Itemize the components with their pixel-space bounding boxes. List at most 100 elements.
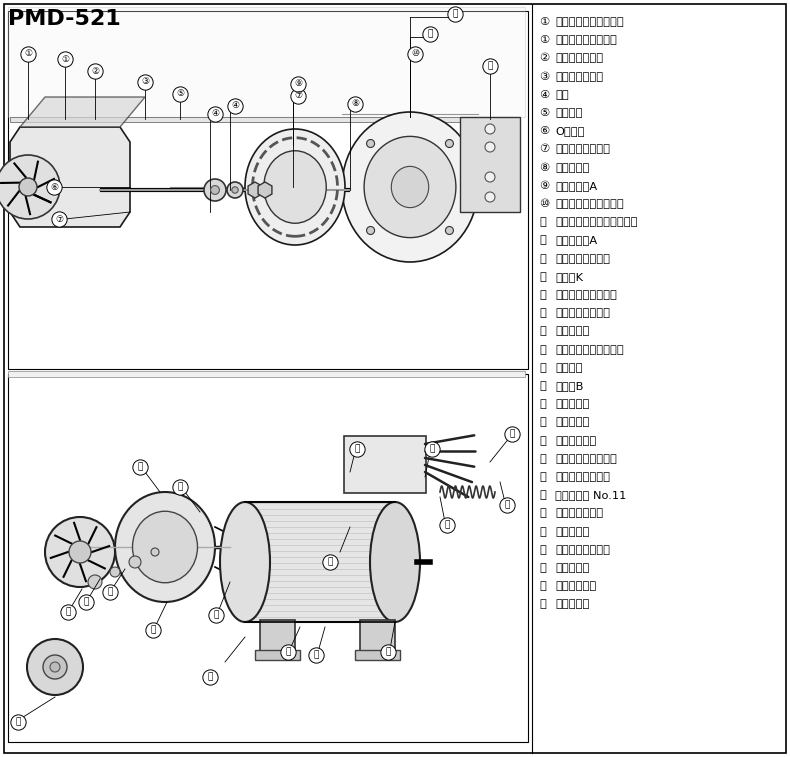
Text: ⑩: ⑩ [539,199,549,209]
Text: ②: ② [539,54,549,64]
Circle shape [129,556,141,568]
Circle shape [446,226,453,235]
Text: ⑧: ⑧ [351,99,359,108]
Text: ⑰: ⑰ [539,326,546,336]
Text: コンデンサー: コンデンサー [555,435,596,446]
Text: ケース組品: ケース組品 [555,399,589,410]
Text: プレロードスプリング: プレロードスプリング [555,344,624,354]
Circle shape [19,178,37,196]
Text: コンデンサーカバー: コンデンサーカバー [555,453,617,464]
Text: ③: ③ [141,77,149,86]
Circle shape [485,172,495,182]
Text: ⑸: ⑸ [539,472,546,482]
Circle shape [227,182,243,198]
Text: ②: ② [91,67,99,76]
Text: マグネットハウジング: マグネットハウジング [555,199,624,209]
Text: ⑬: ⑬ [150,625,156,634]
Text: マグネットA: マグネットA [555,181,597,191]
Text: ⑯: ⑯ [66,608,70,616]
Circle shape [485,142,495,152]
Text: ③: ③ [539,72,549,82]
Text: ⑩: ⑩ [411,49,419,58]
Text: スラストワッシャー: スラストワッシャー [555,290,617,300]
Text: ⑬: ⑬ [539,254,546,263]
Circle shape [69,541,91,563]
Text: ④: ④ [231,101,239,111]
Text: ㉒: ㉒ [213,610,219,619]
Text: ブラケットA: ブラケットA [555,235,597,245]
Text: ⑦: ⑦ [294,92,302,101]
Text: ナイロンリベット: ナイロンリベット [555,472,610,482]
Circle shape [231,187,239,193]
Text: ⑥: ⑥ [539,126,549,136]
Circle shape [485,192,495,202]
Text: ⑲: ⑲ [386,647,391,656]
Polygon shape [10,127,130,227]
Text: ステータ: ステータ [555,363,582,372]
Circle shape [45,517,115,587]
Text: ⑥: ⑥ [50,182,58,192]
Text: ㉔: ㉔ [429,444,435,453]
Circle shape [367,226,374,235]
Text: ⑦: ⑦ [55,214,63,223]
Polygon shape [20,97,145,127]
Text: ⑻: ⑻ [539,527,546,537]
Text: マグネットハウジング組品: マグネットハウジング組品 [555,217,638,227]
Text: PMD-521: PMD-521 [8,9,121,29]
Text: ⑴: ⑴ [539,399,546,410]
FancyBboxPatch shape [255,650,300,660]
Text: 軸受: 軸受 [555,90,569,100]
Text: ⑽: ⑽ [539,563,546,573]
Circle shape [204,179,226,201]
Text: ブッシング: ブッシング [555,417,589,428]
Ellipse shape [115,492,215,602]
Text: ①: ① [61,55,69,64]
Text: ⑱: ⑱ [177,482,182,491]
Text: ①: ① [24,49,32,58]
Text: ⑮: ⑮ [539,290,546,300]
Text: ⑿: ⑿ [539,600,546,609]
Text: ⑼: ⑼ [539,545,546,555]
Text: ⑨: ⑨ [539,181,549,191]
Text: ボールベアリング: ボールベアリング [555,308,610,318]
Text: ㉓: ㉓ [354,444,359,453]
Text: ⑮: ⑮ [83,597,88,606]
Text: コードクランプ: コードクランプ [555,509,603,519]
Text: 軸受ワッシャー: 軸受ワッシャー [555,54,603,64]
Text: ⑳: ⑳ [539,381,546,391]
Text: ⑾: ⑾ [539,581,546,591]
Text: ⑤: ⑤ [539,108,549,118]
Text: ⑲: ⑲ [539,363,546,372]
Text: ⑺: ⑺ [539,509,546,519]
Text: ⑹: ⑹ [539,491,546,500]
Circle shape [0,155,60,219]
Text: モータビス: モータビス [555,563,589,573]
FancyBboxPatch shape [360,620,395,652]
Text: ⑬: ⑬ [487,61,493,70]
Text: ⑭: ⑭ [539,272,546,282]
Circle shape [485,124,495,134]
Text: ⑫: ⑫ [539,235,546,245]
Text: ケーシング用ビス: ケーシング用ビス [555,545,610,555]
Text: 電源コード: 電源コード [555,527,589,537]
Text: ㉑: ㉑ [285,647,291,656]
Polygon shape [460,117,520,212]
Circle shape [50,662,60,672]
Text: ポンプ部組品: ポンプ部組品 [555,581,596,591]
Ellipse shape [220,502,270,622]
Polygon shape [10,117,520,122]
Text: ⑰: ⑰ [15,718,21,727]
Text: ⑤: ⑤ [176,89,184,98]
Text: ⑭: ⑭ [107,587,113,597]
Text: インペラ: インペラ [555,108,582,118]
Text: ㉖: ㉖ [444,521,450,529]
Bar [8,11,528,369]
Text: Oリング: Oリング [555,126,585,136]
Text: ①: ① [539,17,549,27]
Text: ロータ組品: ロータ組品 [555,326,589,336]
Text: 固定ナット: 固定ナット [555,163,589,173]
Ellipse shape [342,112,478,262]
Text: ①: ① [539,35,549,45]
Circle shape [110,567,120,577]
Ellipse shape [264,151,326,223]
